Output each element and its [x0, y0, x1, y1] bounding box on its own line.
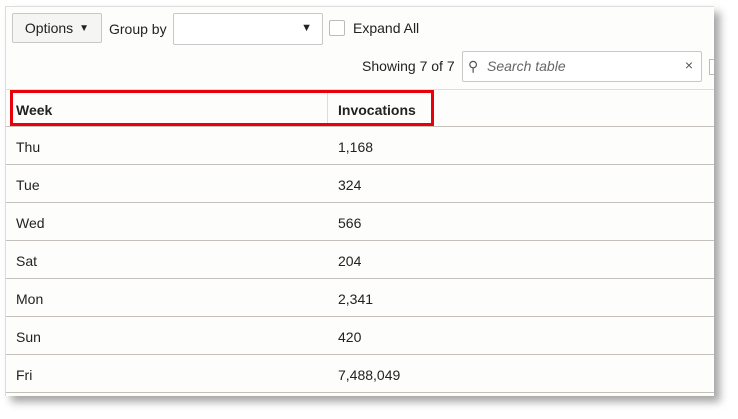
- cell-invocations: 2,341: [338, 291, 374, 307]
- group-by-select[interactable]: ▼: [173, 13, 323, 45]
- cell-week: Sat: [16, 253, 38, 269]
- cell-invocations: 204: [338, 253, 362, 269]
- cell-week: Tue: [16, 177, 40, 193]
- options-label: Options: [24, 20, 74, 36]
- table-panel: Options ▼ Group by ▼ Expand All Showing 7…: [5, 6, 714, 396]
- table-row[interactable]: Mon 2,341: [6, 279, 714, 317]
- column-toggle-button[interactable]: [709, 59, 714, 75]
- cell-invocations: 7,488,049: [338, 367, 401, 383]
- column-header-invocations[interactable]: Invocations: [338, 102, 416, 118]
- showing-count: Showing 7 of 7: [362, 58, 455, 74]
- clear-icon[interactable]: ×: [684, 57, 693, 73]
- cell-week: Sun: [16, 329, 41, 345]
- table-row[interactable]: Sun 420: [6, 317, 714, 355]
- cell-week: Fri: [16, 367, 33, 383]
- cell-invocations: 1,168: [338, 139, 374, 155]
- expand-all-label: Expand All: [353, 20, 420, 36]
- search-icon: ⚲: [468, 58, 479, 74]
- search-box: ⚲ ×: [462, 51, 702, 82]
- search-input[interactable]: [485, 57, 679, 75]
- group-by-label: Group by: [109, 21, 167, 37]
- table-row[interactable]: Thu 1,168: [6, 127, 714, 165]
- table-row[interactable]: Tue 324: [6, 165, 714, 203]
- options-button[interactable]: Options ▼: [12, 13, 102, 43]
- cell-week: Mon: [16, 291, 44, 307]
- expand-all-checkbox[interactable]: [329, 20, 345, 36]
- header-highlight-box: [10, 90, 434, 126]
- table-row[interactable]: Fri 7,488,049: [6, 355, 714, 393]
- table-row[interactable]: Sat 204: [6, 241, 714, 279]
- caret-down-icon: ▼: [79, 22, 90, 34]
- column-header-week[interactable]: Week: [16, 102, 53, 118]
- table-header-row: Week Invocations: [6, 89, 714, 127]
- cell-invocations: 566: [338, 215, 362, 231]
- cell-week: Thu: [16, 139, 41, 155]
- caret-down-icon: ▼: [301, 22, 312, 34]
- cell-week: Wed: [16, 215, 45, 231]
- data-table: Week Invocations Thu 1,168 Tue 324 Wed 566 Sat…: [6, 89, 714, 393]
- cell-invocations: 420: [338, 329, 362, 345]
- column-divider[interactable]: [327, 90, 328, 126]
- table-row[interactable]: Wed 566: [6, 203, 714, 241]
- cell-invocations: 324: [338, 177, 362, 193]
